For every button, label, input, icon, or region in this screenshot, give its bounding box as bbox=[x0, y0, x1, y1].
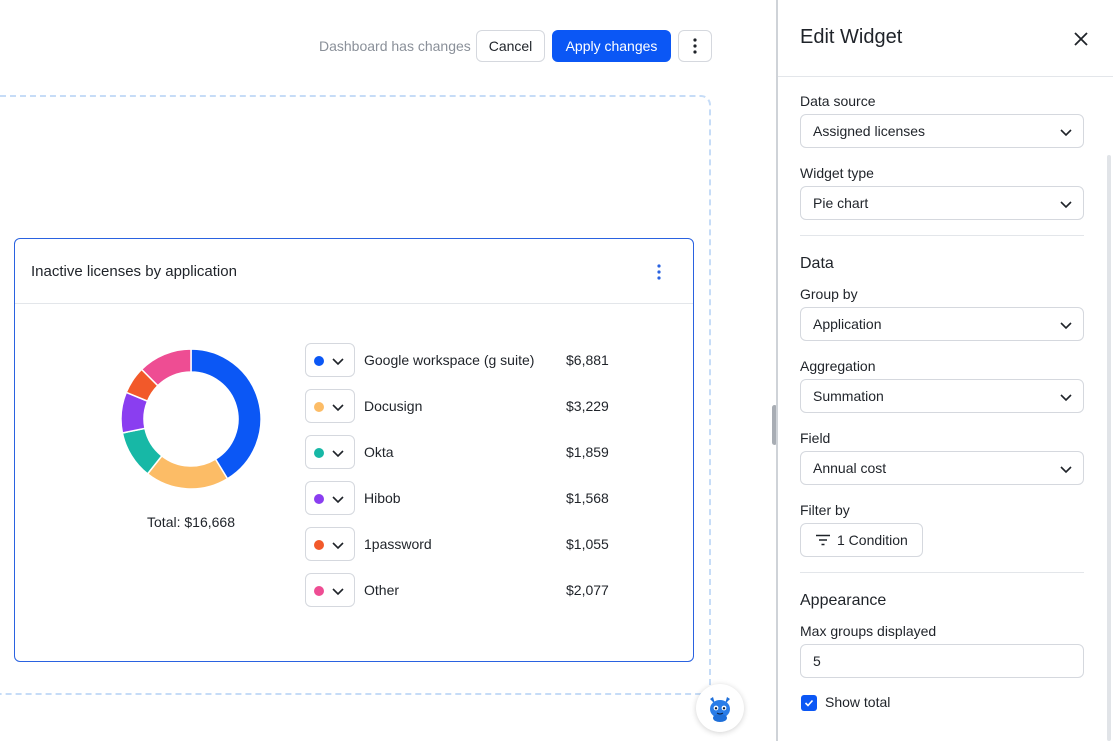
select-value: Assigned licenses bbox=[813, 123, 926, 139]
widget-type-label: Widget type bbox=[800, 165, 874, 181]
panel-title: Edit Widget bbox=[800, 26, 903, 48]
assistant-mascot-button[interactable] bbox=[696, 684, 744, 732]
legend-value: $1,568 bbox=[566, 490, 609, 506]
field-label: Field bbox=[800, 430, 831, 446]
aggregation-select[interactable]: Summation bbox=[800, 379, 1084, 413]
chevron-down-icon bbox=[332, 496, 344, 504]
filter-icon bbox=[816, 534, 830, 546]
legend-item: Hibob $1,568 bbox=[305, 481, 625, 515]
legend-item: 1password $1,055 bbox=[305, 527, 625, 561]
section-divider bbox=[800, 235, 1084, 236]
donut-chart-svg bbox=[120, 348, 262, 490]
widget-type-select[interactable]: Pie chart bbox=[800, 186, 1084, 220]
chart-total: Total: $16,668 bbox=[147, 514, 235, 530]
group-by-label: Group by bbox=[800, 286, 858, 302]
color-picker-button[interactable] bbox=[305, 527, 355, 561]
panel-resize-handle[interactable] bbox=[772, 405, 777, 445]
color-picker-button[interactable] bbox=[305, 573, 355, 607]
chevron-down-icon bbox=[332, 542, 344, 550]
legend-label: 1password bbox=[364, 536, 432, 552]
legend-item: Google workspace (g suite) $6,881 bbox=[305, 343, 625, 377]
legend-value: $6,881 bbox=[566, 352, 609, 368]
filter-condition-button[interactable]: 1 Condition bbox=[800, 523, 923, 557]
data-source-select[interactable]: Assigned licenses bbox=[800, 114, 1084, 148]
max-groups-input[interactable]: 5 bbox=[800, 644, 1084, 678]
show-total-checkbox[interactable] bbox=[801, 695, 817, 711]
select-value: Application bbox=[813, 316, 882, 332]
legend-label: Google workspace (g suite) bbox=[364, 352, 535, 368]
color-picker-button[interactable] bbox=[305, 435, 355, 469]
donut-chart bbox=[119, 347, 263, 491]
chevron-down-icon bbox=[332, 450, 344, 458]
widget-drop-area bbox=[0, 95, 711, 695]
donut-slice[interactable] bbox=[146, 454, 229, 490]
legend-value: $1,859 bbox=[566, 444, 609, 460]
field-select[interactable]: Annual cost bbox=[800, 451, 1084, 485]
data-section-title: Data bbox=[800, 255, 834, 272]
widget-title: Inactive licenses by application bbox=[31, 263, 237, 280]
aggregation-label: Aggregation bbox=[800, 358, 876, 374]
section-divider bbox=[800, 572, 1084, 573]
chevron-down-icon bbox=[1060, 201, 1072, 209]
apply-changes-button[interactable]: Apply changes bbox=[552, 30, 671, 62]
filter-button-label: 1 Condition bbox=[837, 532, 908, 548]
legend-value: $3,229 bbox=[566, 398, 609, 414]
widget-card[interactable]: Inactive licenses by application Total: … bbox=[14, 238, 694, 662]
color-swatch bbox=[314, 540, 324, 550]
panel-header: Edit Widget bbox=[778, 0, 1113, 77]
dashboard-toolbar: Dashboard has changes Cancel Apply chang… bbox=[0, 30, 776, 62]
chevron-down-icon bbox=[332, 358, 344, 366]
legend-label: Docusign bbox=[364, 398, 423, 414]
color-swatch bbox=[314, 448, 324, 458]
group-by-select[interactable]: Application bbox=[800, 307, 1084, 341]
color-swatch bbox=[314, 586, 324, 596]
select-value: Pie chart bbox=[813, 195, 869, 211]
cancel-button[interactable]: Cancel bbox=[476, 30, 545, 62]
mascot-icon bbox=[710, 697, 730, 722]
chevron-down-icon bbox=[332, 404, 344, 412]
chevron-down-icon bbox=[1060, 129, 1072, 137]
kebab-icon bbox=[657, 264, 661, 280]
chevron-down-icon bbox=[1060, 466, 1072, 474]
donut-slice[interactable] bbox=[140, 348, 192, 387]
max-groups-label: Max groups displayed bbox=[800, 623, 937, 639]
color-swatch bbox=[314, 402, 324, 412]
legend-item: Docusign $3,229 bbox=[305, 389, 625, 423]
color-picker-button[interactable] bbox=[305, 343, 355, 377]
changes-status-text: Dashboard has changes bbox=[319, 38, 471, 54]
chevron-down-icon bbox=[1060, 394, 1072, 402]
color-swatch bbox=[314, 494, 324, 504]
color-picker-button[interactable] bbox=[305, 389, 355, 423]
close-icon bbox=[1074, 32, 1088, 46]
kebab-icon bbox=[693, 38, 697, 54]
legend-value: $2,077 bbox=[566, 582, 609, 598]
donut-slice[interactable] bbox=[190, 348, 262, 480]
color-picker-button[interactable] bbox=[305, 481, 355, 515]
legend-label: Hibob bbox=[364, 490, 401, 506]
panel-scrollbar[interactable] bbox=[1107, 155, 1111, 741]
close-button[interactable] bbox=[1070, 28, 1092, 50]
checkmark-icon bbox=[804, 699, 814, 707]
filter-by-label: Filter by bbox=[800, 502, 850, 518]
legend-value: $1,055 bbox=[566, 536, 609, 552]
more-options-button[interactable] bbox=[678, 30, 712, 62]
color-swatch bbox=[314, 356, 324, 366]
select-value: Summation bbox=[813, 388, 884, 404]
data-source-label: Data source bbox=[800, 93, 876, 109]
edit-widget-panel: Edit Widget Data source Assigned license… bbox=[776, 0, 1113, 741]
input-value: 5 bbox=[813, 653, 821, 669]
legend-label: Other bbox=[364, 582, 400, 598]
widget-header: Inactive licenses by application bbox=[15, 239, 693, 304]
legend-item: Okta $1,859 bbox=[305, 435, 625, 469]
show-total-label: Show total bbox=[825, 694, 891, 710]
chevron-down-icon bbox=[332, 588, 344, 596]
select-value: Annual cost bbox=[813, 460, 887, 476]
widget-menu-button[interactable] bbox=[649, 261, 669, 283]
legend-item: Other $2,077 bbox=[305, 573, 625, 607]
appearance-section-title: Appearance bbox=[800, 592, 887, 609]
legend-label: Okta bbox=[364, 444, 394, 460]
chevron-down-icon bbox=[1060, 322, 1072, 330]
